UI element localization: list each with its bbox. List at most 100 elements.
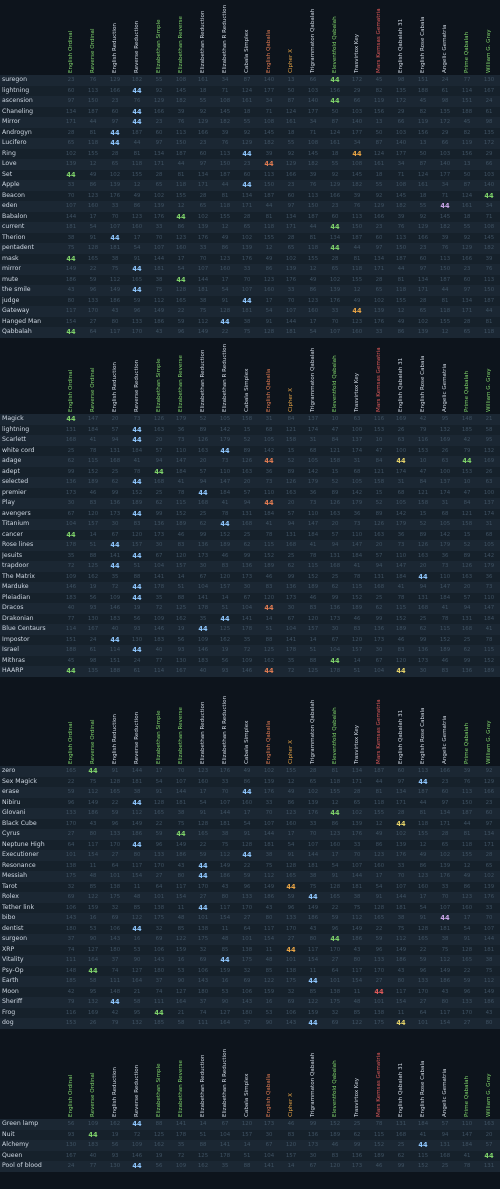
table-row[interactable]: surgeon 37 90 143 16 69 122 175 48 101 154 27 80 44 18… [0, 934, 500, 945]
table-row[interactable]: Lucifero 65 118 44 44 97 150 23 76 129 182 55 108 161… [0, 138, 500, 149]
table-row[interactable]: Mirror 171 44 97 44 23 76 129 182 55 108 161 34 87 140… [0, 117, 500, 128]
column-header[interactable]: English Qaballa [266, 368, 272, 412]
table-row[interactable]: Babalon 144 17 70 123 176 44 102 155 28 81 134 187 60… [0, 211, 500, 222]
table-row[interactable]: adept 99 152 25 78 44 184 57 110 163 36 89 142 15 68 12… [0, 466, 500, 477]
column-header[interactable]: English Rose Cabala [420, 1060, 426, 1117]
column-header[interactable]: Reverse Reduction [134, 359, 140, 412]
column-header[interactable]: Elizabethan Simple [156, 19, 162, 73]
column-header[interactable]: Prime Qabalah [464, 370, 470, 412]
column-header[interactable]: Elizabethan Simple [156, 358, 162, 412]
column-header[interactable]: Prime Qabalah [464, 722, 470, 764]
table-row[interactable]: Drakonian 77 130 183 56 109 162 35 44 141 14 67 120 1… [0, 613, 500, 624]
column-header[interactable]: English Qabalah 31 [398, 357, 404, 412]
table-row[interactable]: adage 62 115 168 41 94 147 20 73 126 44 52 105 158 31 8… [0, 456, 500, 467]
table-row[interactable]: avengers 67 120 173 44 99 152 25 78 131 184 57 110 16… [0, 508, 500, 519]
column-header[interactable]: Eleventfold Qabalah [332, 707, 338, 764]
table-row[interactable]: selected 136 189 62 44 168 41 94 147 20 73 126 179 52… [0, 477, 500, 488]
column-header[interactable]: Eleventfold Qabalah [332, 1060, 338, 1117]
table-row[interactable]: Therion 38 91 44 17 70 123 176 49 102 155 28 81 134 18… [0, 232, 500, 243]
column-header[interactable]: Cipher X [288, 740, 294, 764]
column-header[interactable]: Elizabethan Simple [156, 710, 162, 764]
table-row[interactable]: Mithras 45 98 151 24 77 130 183 56 109 162 35 88 44 14… [0, 655, 500, 666]
table-row[interactable]: Queen 167 40 93 146 19 72 125 178 51 104 157 30 83 136… [0, 1150, 500, 1161]
table-row[interactable]: Sex Magick 22 75 128 181 54 107 160 33 86 139 12 65 1… [0, 776, 500, 787]
column-header[interactable]: Elizabethan Reduction [200, 701, 206, 764]
table-row[interactable]: lightning 131 184 57 44 163 36 89 142 15 68 121 174 4… [0, 424, 500, 435]
column-header[interactable]: English Reduction [112, 362, 118, 412]
table-row[interactable]: Titanium 104 157 30 83 136 189 62 44 168 41 94 147 20… [0, 519, 500, 530]
table-row[interactable]: Sheriff 79 132 44 58 111 164 37 90 143 16 69 122 175 4… [0, 997, 500, 1008]
column-header[interactable]: English Qaballa [266, 720, 272, 764]
table-row[interactable]: eden 107 160 33 86 139 12 65 118 171 44 97 150 23 76 12… [0, 201, 500, 212]
table-row[interactable]: HAARP 44 135 188 61 114 167 40 93 146 44 72 125 178 51… [0, 666, 500, 677]
column-header[interactable]: English Rose Cabala [420, 16, 426, 73]
column-header[interactable]: Angelic Gematria [442, 24, 448, 73]
column-header[interactable]: English Rose Cabala [420, 707, 426, 764]
column-header[interactable]: Cabala Simplex [244, 720, 250, 764]
table-row[interactable]: suregon 23 76 129 182 55 108 161 34 87 140 13 66 44 17… [0, 75, 500, 86]
table-row[interactable]: erase 59 112 165 38 91 144 17 70 44 176 49 102 155 28 8… [0, 787, 500, 798]
table-row[interactable]: Gateway 117 170 43 96 149 22 75 128 181 54 107 160 33… [0, 306, 500, 317]
column-header[interactable]: Reverse Ordinal [90, 719, 96, 765]
table-row[interactable]: cancer 44 14 67 120 173 46 99 152 25 78 131 184 57 110… [0, 529, 500, 540]
table-row[interactable]: Pool of blood 24 77 130 44 56 109 162 35 88 141 14 6… [0, 1161, 500, 1172]
column-header[interactable]: English Reduction [112, 1067, 118, 1117]
column-header[interactable]: Trasvirtox Key [354, 724, 360, 764]
column-header[interactable]: English Ordinal [68, 1074, 74, 1117]
column-header[interactable]: Mars Kemsas Gematria [376, 8, 382, 73]
table-row[interactable]: Blue Centaurs 114 167 40 93 146 19 44 125 178 51 10… [0, 624, 500, 635]
table-row[interactable]: Moon 42 95 148 21 74 127 180 53 106 159 32 85 138 11 44… [0, 986, 500, 997]
column-header[interactable]: Trigrammaton Qabalah [310, 699, 316, 764]
column-header[interactable]: Prime Qabalah [464, 1075, 470, 1117]
table-row[interactable]: Qabbalah 44 64 117 170 43 96 149 22 75 128 181 54 107… [0, 327, 500, 338]
table-row[interactable]: dentist 180 53 106 44 32 85 138 11 64 117 170 43 96 14… [0, 923, 500, 934]
table-row[interactable]: Play 30 83 136 189 62 115 168 41 94 44 20 73 126 179 52… [0, 498, 500, 509]
column-header[interactable]: Reverse Ordinal [90, 28, 96, 74]
table-row[interactable]: zero 165 44 91 144 17 70 123 176 49 102 155 28 81 134 1… [0, 766, 500, 777]
table-row[interactable]: Rolex 69 122 175 48 101 154 27 80 133 186 59 44 165 38… [0, 892, 500, 903]
column-header[interactable]: Elizabethan Simple [156, 1063, 162, 1117]
column-header[interactable]: William G. Gray [486, 29, 492, 73]
table-row[interactable]: Ring 102 155 28 81 134 187 60 113 44 39 92 145 18 44 12… [0, 148, 500, 159]
table-row[interactable]: current 181 54 107 160 33 86 139 12 65 118 171 44 44 1… [0, 222, 500, 233]
column-header[interactable]: English Qabalah 31 [398, 709, 404, 764]
table-row[interactable]: dog 153 26 79 132 185 58 111 164 37 90 143 44 69 122 17… [0, 1018, 500, 1029]
table-row[interactable]: Nuit 93 44 19 72 125 178 51 104 157 30 83 136 189 62 11… [0, 1129, 500, 1140]
column-header[interactable]: Reverse Ordinal [90, 1072, 96, 1118]
column-header[interactable]: Reverse Ordinal [90, 367, 96, 413]
table-row[interactable]: white cord 25 78 131 184 57 110 163 44 89 142 15 68 1… [0, 445, 500, 456]
column-header[interactable]: Angelic Gematria [442, 715, 448, 764]
table-row[interactable]: Chaneling 134 187 60 44 166 39 92 145 18 71 124 177 5… [0, 106, 500, 117]
column-header[interactable]: English Ordinal [68, 30, 74, 73]
table-row[interactable]: Impostor 151 24 44 130 183 56 109 162 35 88 141 14 67… [0, 634, 500, 645]
table-row[interactable]: Resonance 138 11 64 117 170 43 44 149 22 75 128 181 5… [0, 860, 500, 871]
table-row[interactable]: Tether link 106 159 32 85 138 11 44 117 170 43 96 14… [0, 902, 500, 913]
column-header[interactable]: Cipher X [288, 49, 294, 73]
column-header[interactable]: William G. Gray [486, 368, 492, 412]
column-header[interactable]: Trigrammaton Qabalah [310, 8, 316, 73]
column-header[interactable]: Mars Kemsas Gematria [376, 699, 382, 764]
column-header[interactable]: Elizabethan Reverse [178, 1060, 184, 1117]
table-row[interactable]: Beacon 70 123 176 49 102 155 28 81 134 187 60 113 166… [0, 190, 500, 201]
column-header[interactable]: Trigrammaton Qabalah [310, 1052, 316, 1117]
table-row[interactable]: Glovani 133 186 59 112 165 38 91 144 17 70 123 176 44… [0, 808, 500, 819]
table-row[interactable]: Magick 44 147 20 73 126 179 52 105 158 31 84 137 10 63… [0, 414, 500, 425]
column-header[interactable]: Trasvirtox Key [354, 33, 360, 73]
table-row[interactable]: Nibiru 96 149 22 44 128 181 54 107 160 33 86 139 12 65… [0, 797, 500, 808]
table-row[interactable]: Scarlett 168 41 94 44 20 73 126 179 52 105 158 31 84 1… [0, 435, 500, 446]
column-header[interactable]: Angelic Gematria [442, 1068, 448, 1117]
column-header[interactable]: English Qabalah 31 [398, 18, 404, 73]
column-header[interactable]: Trasvirtox Key [354, 1077, 360, 1117]
table-row[interactable]: Earth 185 58 111 164 37 90 143 16 69 122 175 44 101 15… [0, 976, 500, 987]
column-header[interactable]: Elizabethan R Reduction [222, 1048, 228, 1117]
column-header[interactable]: William G. Gray [486, 720, 492, 764]
table-row[interactable]: Pleiadian 183 56 109 44 35 88 141 14 67 120 173 46 99… [0, 592, 500, 603]
column-header[interactable]: Reverse Reduction [134, 20, 140, 73]
table-row[interactable]: Messiah 175 48 101 154 27 80 44 186 59 112 165 38 91 1… [0, 871, 500, 882]
table-row[interactable]: Black Cube 170 43 96 149 22 75 128 181 54 107 160 33… [0, 818, 500, 829]
table-row[interactable]: Vitality 111 164 37 90 143 16 69 44 175 48 101 154 27… [0, 955, 500, 966]
table-row[interactable]: Executioner 101 154 27 80 133 186 59 112 44 38 91 14… [0, 850, 500, 861]
column-header[interactable]: Reverse Reduction [134, 1064, 140, 1117]
column-header[interactable]: Angelic Gematria [442, 363, 448, 412]
column-header[interactable]: Cabala Simplex [244, 1073, 250, 1117]
